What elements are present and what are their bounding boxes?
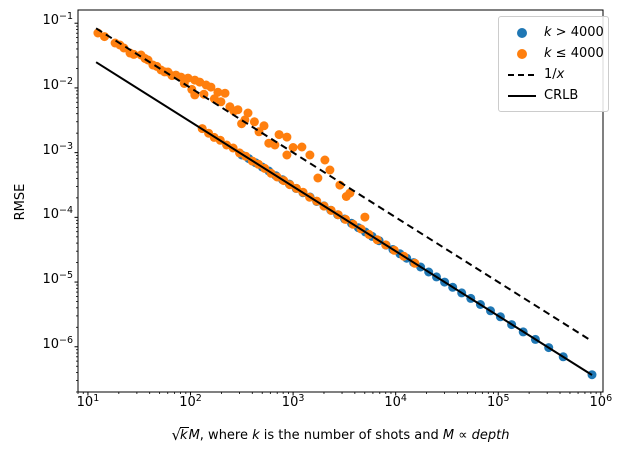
scatter-point [297,142,307,152]
orange-dot-marker-icon [517,48,527,59]
y-tick-label: 10−1 [42,11,73,29]
legend-label-var: k [544,25,552,40]
scatter-point [220,88,230,98]
legend-label: k > 4000 [544,25,604,40]
x-tick-label: 101 [76,393,100,410]
ref-line-1x [95,27,592,342]
x-tick-label: 102 [179,393,202,410]
scatter-point [240,115,250,125]
scatter-point [259,121,269,131]
legend-item-k-gt-4000: k > 4000 [507,22,604,43]
scatter-point [274,130,284,140]
x-axis-label-text: , where [199,428,253,443]
legend-item-1-over-x: 1/x [507,64,602,85]
legend-label-rest: CRLB [544,88,579,103]
y-tick-label: 10−6 [42,334,73,352]
legend-label-pre: 1/ [544,67,557,82]
scatter-point [119,43,129,53]
scatter-point [320,155,330,165]
legend: k > 4000 k ≤ 4000 1/x CRLB [498,16,609,112]
legend-label-rest: ≤ 4000 [551,46,604,61]
legend-marker-wrap [507,48,537,59]
legend-marker-wrap [507,27,537,38]
legend-label: 1/x [544,67,564,82]
plot-frame [77,9,604,393]
radical-sign: √ [171,426,182,444]
x-tick-label: 105 [486,393,510,410]
legend-item-k-le-4000: k ≤ 4000 [507,43,604,64]
scatter-point [249,117,259,127]
x-axis-label-var-k: k [252,428,260,443]
blue-dot-marker-icon [517,27,527,38]
dashed-line-marker-icon [508,73,536,76]
legend-item-crlb: CRLB [507,85,602,106]
y-tick-label: 10−3 [42,140,73,158]
solid-line-marker-icon [508,94,536,97]
scatter-point [360,212,370,222]
scatter-point [325,165,335,175]
legend-marker-wrap [507,73,537,76]
legend-label: k ≤ 4000 [544,46,604,61]
scatter-point [243,108,253,118]
x-tick-label: 106 [589,393,613,410]
x-tick-label: 104 [384,393,407,410]
y-axis-label: RMSE [13,183,28,221]
x-tick-label: 103 [281,393,305,410]
scatter-point [199,89,209,99]
scatter-point [206,82,216,92]
scatter-point [233,105,243,115]
proportional-symbol: ∝ [454,428,472,443]
scatter-point [183,73,193,83]
scatter-point [270,140,280,150]
legend-marker-wrap [507,94,537,97]
legend-label: CRLB [544,88,578,103]
x-axis-label-var-depth: depth [471,428,510,443]
x-axis-label-var-m: M [188,428,200,443]
scatter-point [305,150,315,160]
legend-label-var: k [544,46,552,61]
scatter-point [129,49,139,59]
scatter-point [288,143,298,152]
legend-label-rest: > 4000 [551,25,604,40]
y-tick-label: 10−4 [42,205,73,223]
scatter-point [213,87,223,97]
y-tick-label: 10−5 [42,270,73,288]
scatter-point [282,150,292,160]
x-axis-label-text: is the number of shots and [259,428,443,443]
x-axis-label-radicand: k [180,427,189,443]
scatter-point [313,173,323,183]
x-axis-label-var-m2: M [442,428,455,443]
scatter-point [216,97,226,107]
legend-label-var: x [556,67,565,82]
y-tick-label: 10−2 [42,75,73,93]
ref-line-crlb [95,61,593,376]
scatter-point [282,132,292,142]
x-axis-label: √kM, where k is the number of shots and … [78,426,603,444]
